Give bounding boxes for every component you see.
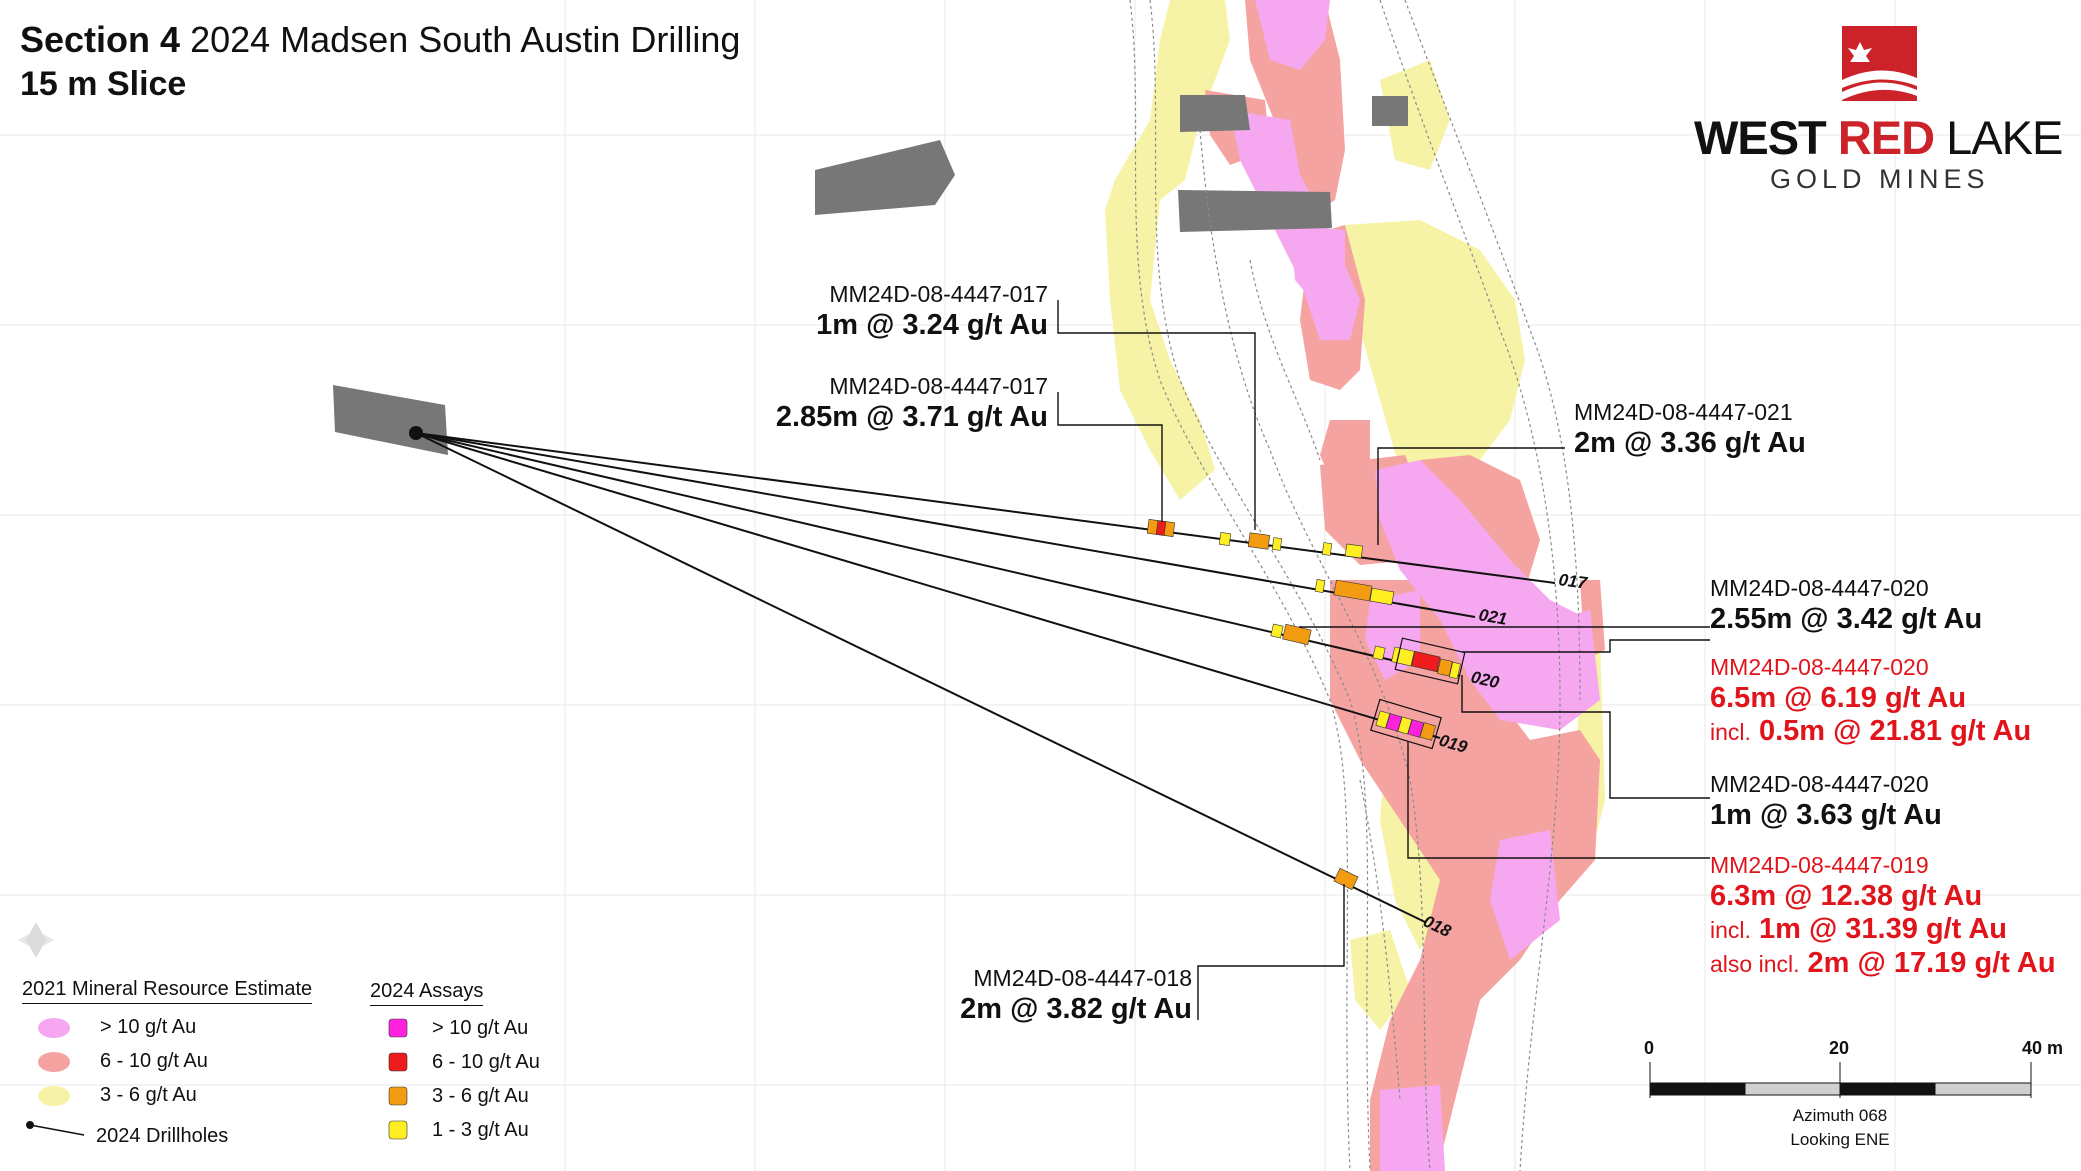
intercept-e-incl-prefix: incl. [1710, 719, 1751, 745]
intercept-d-hole: MM24D-08-4447-020 [1710, 575, 1929, 601]
logo-subtitle: GOLD MINES [1770, 164, 1990, 194]
legend-assay-title: 2024 Assays [370, 980, 484, 1006]
intercept-b-hole: MM24D-08-4447-017 [829, 373, 1048, 399]
intercept-f-value: 1m @ 3.63 g/t Au [1710, 799, 1942, 831]
intercept-label-d: MM24D-08-4447-020 2.55m @ 3.42 g/t Au [1710, 574, 1982, 636]
drillhole-021 [415, 432, 1476, 618]
legend-assay-item-1: > 10 g/t Au [432, 1017, 529, 1039]
drift-outlines [1129, 0, 1581, 1171]
intercept-label-h: MM24D-08-4447-018 2m @ 3.82 g/t Au [900, 964, 1192, 1026]
legend-swatches [26, 1018, 408, 1140]
logo-lake: LAKE [1946, 111, 2063, 164]
drillhole-018 [415, 432, 1426, 923]
intercept-label-c: MM24D-08-4447-021 2m @ 3.36 g/t Au [1574, 398, 1806, 460]
intercept-c-hole: MM24D-08-4447-021 [1574, 399, 1793, 425]
intercept-label-b: MM24D-08-4447-017 2.85m @ 3.71 g/t Au [720, 372, 1048, 434]
drillholes [415, 432, 1556, 923]
intercept-h-value: 2m @ 3.82 g/t Au [960, 993, 1192, 1025]
intercept-a-value: 1m @ 3.24 g/t Au [816, 309, 1048, 341]
legend-assay-item-4: 1 - 3 g/t Au [432, 1119, 529, 1141]
legend-resource-item-1: > 10 g/t Au [100, 1016, 197, 1038]
intercept-g-also-prefix: also incl. [1710, 951, 1800, 977]
scale-bar [1649, 1062, 2032, 1098]
title-section: Section 4 [20, 19, 181, 60]
scale-tick-0: 0 [1644, 1038, 1655, 1058]
highlight-boxes [1370, 637, 1466, 750]
azimuth-value: Azimuth 068 [1792, 1106, 1888, 1125]
legend-assay-item-3: 3 - 6 g/t Au [432, 1085, 529, 1107]
intercept-e-value: 6.5m @ 6.19 g/t Au [1710, 682, 1967, 714]
intercept-label-g: MM24D-08-4447-019 6.3m @ 12.38 g/t Au in… [1710, 851, 2056, 981]
looking-direction: Looking ENE [1790, 1130, 1890, 1149]
figure-title: Section 4 2024 Madsen South Austin Drill… [20, 18, 740, 106]
legend-resource-title: 2021 Mineral Resource Estimate [22, 978, 313, 1004]
intercept-e-hole: MM24D-08-4447-020 [1710, 654, 1929, 680]
intercept-d-value: 2.55m @ 3.42 g/t Au [1710, 603, 1983, 635]
intercept-g-hole: MM24D-08-4447-019 [1710, 852, 1929, 878]
intercept-h-hole: MM24D-08-4447-018 [973, 965, 1192, 991]
legend-assay-item-2: 6 - 10 g/t Au [432, 1051, 540, 1073]
intercept-g-value: 6.3m @ 12.38 g/t Au [1710, 880, 1983, 912]
intercept-c-value: 2m @ 3.36 g/t Au [1574, 427, 1806, 459]
azimuth-text: Azimuth 068 Looking ENE [1740, 1104, 1940, 1152]
logo-emblem [1842, 26, 1917, 101]
intercept-label-f: MM24D-08-4447-020 1m @ 3.63 g/t Au [1710, 770, 1942, 832]
title-slice: 15 m Slice [20, 65, 187, 103]
logo-red: RED [1837, 111, 1935, 164]
title-rest: 2024 Madsen South Austin Drilling [190, 19, 741, 60]
intercept-label-e: MM24D-08-4447-020 6.5m @ 6.19 g/t Au inc… [1710, 653, 2031, 749]
drill-collar [409, 426, 423, 440]
compass-icon [18, 922, 54, 958]
drillhole-017 [415, 432, 1556, 584]
intercept-g-incl-value: 1m @ 31.39 g/t Au [1758, 913, 2007, 945]
intercept-b-value: 2.85m @ 3.71 g/t Au [775, 401, 1048, 433]
leader-lines [1057, 300, 1710, 1020]
intercept-g-also-value: 2m @ 17.19 g/t Au [1807, 947, 2056, 979]
scale-tick-20: 20 [1829, 1038, 1850, 1058]
logo-west: WEST [1694, 111, 1827, 164]
intercept-g-incl-prefix: incl. [1710, 917, 1751, 943]
hole-label-021: 021 [1477, 605, 1508, 629]
drillhole-019 [415, 432, 1441, 739]
legend-resource-item-3: 3 - 6 g/t Au [100, 1084, 197, 1106]
scale-tick-40: 40 m [2022, 1038, 2064, 1058]
intercept-e-incl-value: 0.5m @ 21.81 g/t Au [1758, 715, 2032, 747]
intercept-f-hole: MM24D-08-4447-020 [1710, 771, 1929, 797]
legend-drillholes: 2024 Drillholes [96, 1125, 229, 1147]
intercept-a-hole: MM24D-08-4447-017 [829, 281, 1048, 307]
intercept-label-a: MM24D-08-4447-017 1m @ 3.24 g/t Au [760, 280, 1048, 342]
legend-resource-item-2: 6 - 10 g/t Au [100, 1050, 208, 1072]
hole-label-017: 017 [1557, 570, 1589, 593]
